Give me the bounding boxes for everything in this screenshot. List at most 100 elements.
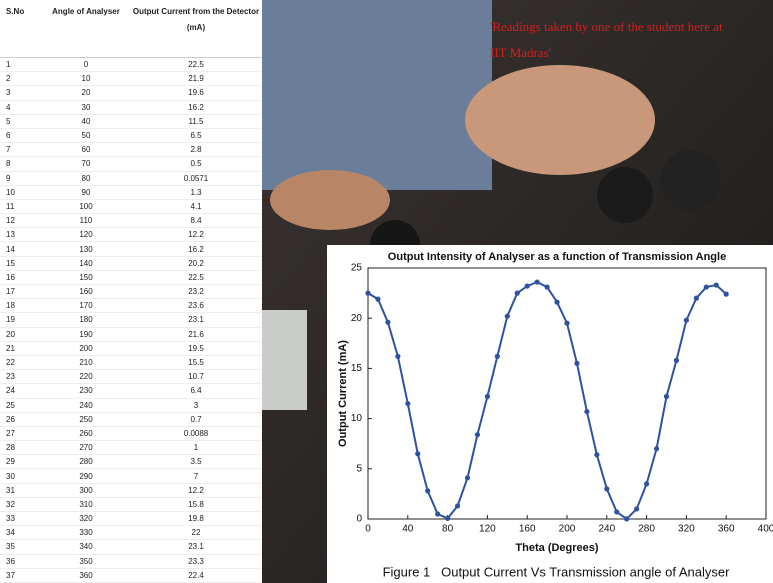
table-row: 29 280 3.5: [0, 454, 262, 470]
table-row: 19 180 23.1: [0, 312, 262, 328]
table-cell: 11.5: [130, 114, 262, 129]
table-cell: 24: [0, 383, 42, 399]
table-cell: 11: [0, 199, 42, 215]
table-cell: 320: [42, 511, 130, 527]
data-point: [574, 360, 580, 366]
table-cell: 23.3: [130, 554, 262, 569]
table-row: 18 170 23.6: [0, 298, 262, 314]
hand: [465, 65, 655, 175]
table-cell: 1: [0, 57, 42, 73]
table-cell: 240: [42, 398, 130, 413]
data-point: [673, 357, 680, 363]
data-point: [385, 319, 391, 325]
table-row: 14 130 16.2: [0, 241, 262, 257]
table-cell: 100: [42, 199, 130, 215]
y-tick-label: 20: [351, 313, 363, 324]
x-tick-label: 160: [519, 524, 536, 535]
data-point: [464, 475, 471, 481]
table-cell: 3.5: [130, 454, 262, 470]
y-tick-label: 15: [351, 363, 363, 374]
table-row: 16 150 22.5: [0, 270, 262, 286]
table-row: 8 70 0.5: [0, 156, 262, 172]
table-cell: 34: [0, 525, 42, 541]
data-point: [395, 353, 401, 359]
table-cell: 290: [42, 468, 130, 484]
table-cell: 350: [42, 554, 130, 569]
table-cell: 40: [42, 114, 130, 129]
table-row: 30 290 7: [0, 468, 262, 484]
table-cell: 120: [42, 227, 130, 243]
x-tick-label: 280: [638, 524, 655, 535]
table-row: 32 310 15.8: [0, 497, 262, 513]
table-cell: 6.5: [130, 128, 262, 144]
table-cell: 25: [0, 398, 42, 413]
table-cell: 5: [0, 114, 42, 129]
table-cell: 22: [0, 355, 42, 371]
data-point: [445, 515, 451, 522]
y-axis-label: Output Current (mA): [337, 340, 349, 447]
data-point: [693, 295, 699, 301]
table-cell: 80: [42, 171, 130, 186]
table-cell: 50: [42, 128, 130, 144]
table-cell: 90: [42, 185, 130, 200]
table-cell: 250: [42, 412, 130, 427]
readings-table: S.No Angle of Analyser Output Current from…: [0, 0, 262, 583]
data-point: [614, 509, 620, 515]
table-row: 24 230 6.4: [0, 383, 262, 399]
data-point: [584, 408, 590, 415]
table-row: 21 200 19.5: [0, 341, 262, 356]
x-tick-label: 360: [718, 524, 735, 535]
table-cell: 33: [0, 511, 42, 527]
data-point: [723, 291, 729, 297]
table-cell: 15.8: [130, 497, 262, 513]
table-cell: 7: [130, 468, 262, 484]
table-cell: 310: [42, 497, 130, 513]
table-cell: 29: [0, 454, 42, 470]
data-point: [454, 503, 461, 509]
table-cell: 270: [42, 440, 130, 456]
overlay-text: IIT Madras': [490, 45, 551, 60]
data-point: [624, 516, 630, 522]
table-row: 4 30 16.2: [0, 100, 262, 115]
table-cell: 23.2: [130, 284, 262, 300]
chart-title: Output Intensity of Analyser as a functi…: [388, 251, 726, 263]
table-row: 6 50 6.5: [0, 128, 262, 144]
x-tick-label: 240: [598, 524, 615, 535]
table-row: 25 240 3: [0, 398, 262, 413]
table-row: 34 330 22: [0, 525, 262, 541]
table-row: 15 140 20.2: [0, 256, 262, 271]
data-point: [703, 284, 709, 290]
table-cell: 16: [0, 270, 42, 286]
data-point: [713, 282, 719, 288]
y-tick-label: 0: [356, 514, 362, 525]
table-row: 2 10 21.9: [0, 71, 262, 87]
table-row: 22 210 15.5: [0, 355, 262, 371]
table-cell: 10: [42, 71, 130, 87]
chart: Output Intensity of Analyser as a functi…: [337, 251, 773, 580]
table-cell: 0: [42, 57, 130, 73]
table-cell: 8.4: [130, 213, 262, 229]
table-cell: 330: [42, 525, 130, 541]
data-point: [604, 486, 610, 492]
table-cell: 13: [0, 227, 42, 243]
table-cell: 20: [0, 327, 42, 342]
table-row: 1 0 22.5: [0, 57, 262, 73]
table-cell: 6.4: [130, 383, 262, 399]
table-row: 9 80 0.0571: [0, 171, 262, 186]
data-point: [544, 284, 550, 290]
table-cell: 9: [0, 171, 42, 186]
y-tick-label: 10: [351, 413, 363, 424]
detector: [262, 310, 307, 410]
data-point: [425, 488, 431, 494]
table-cell: 110: [42, 213, 130, 229]
table-row: 13 120 12.2: [0, 227, 262, 243]
table-cell: 220: [42, 369, 130, 385]
table-row: 23 220 10.7: [0, 369, 262, 385]
data-point: [365, 290, 371, 296]
table-cell: 37: [0, 568, 42, 583]
table-cell: 36: [0, 554, 42, 569]
table-cell: 130: [42, 241, 130, 257]
column-header: S.No: [0, 0, 42, 58]
data-point: [564, 320, 570, 326]
